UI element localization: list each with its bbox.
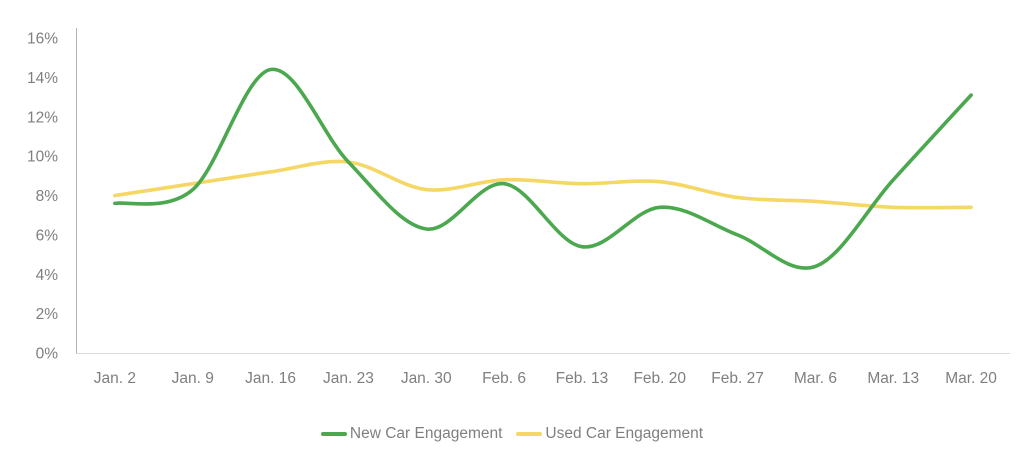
legend-item-new-car-engagement: New Car Engagement (320, 425, 503, 443)
y-tick-label: 2% (36, 306, 59, 323)
x-tick-label: Mar. 13 (867, 370, 919, 387)
x-tick-label: Jan. 23 (323, 370, 374, 387)
y-tick-label: 0% (36, 346, 59, 363)
x-tick-label: Jan. 16 (245, 370, 296, 387)
chart-legend: New Car Engagement Used Car Engagement (0, 425, 1024, 443)
legend-swatch-icon (516, 432, 543, 436)
x-tick-label: Feb. 27 (711, 370, 764, 387)
y-tick-label: 12% (27, 109, 58, 126)
y-tick-label: 6% (36, 227, 59, 244)
legend-label: Used Car Engagement (545, 425, 704, 442)
x-tick-label: Feb. 13 (556, 370, 609, 387)
y-tick-label: 8% (36, 188, 59, 205)
legend-item-used-car-engagement: Used Car Engagement (516, 425, 703, 443)
x-tick-label: Mar. 6 (794, 370, 837, 387)
x-tick-label: Jan. 2 (94, 370, 136, 387)
y-tick-label: 4% (36, 267, 59, 284)
x-tick-label: Feb. 6 (482, 370, 526, 387)
engagement-line-chart: 0% 2% 4% 6% 8% 10% 12% 14% 16% Jan. 2 Jan. 9 Jan. 1… (27, 28, 1010, 387)
legend-label: New Car Engagement (349, 425, 503, 442)
legend-swatch-icon (320, 432, 347, 436)
y-tick-label: 14% (27, 70, 58, 87)
series-line-new-car-engagement (113, 67, 973, 270)
y-tick-label: 16% (27, 31, 58, 48)
x-tick-label: Jan. 30 (401, 370, 452, 387)
y-tick-label: 10% (27, 149, 58, 166)
x-tick-label: Jan. 9 (172, 370, 214, 387)
x-tick-label: Feb. 20 (633, 370, 686, 387)
x-tick-label: Mar. 20 (945, 370, 997, 387)
series-line-used-car-engagement (113, 159, 973, 210)
